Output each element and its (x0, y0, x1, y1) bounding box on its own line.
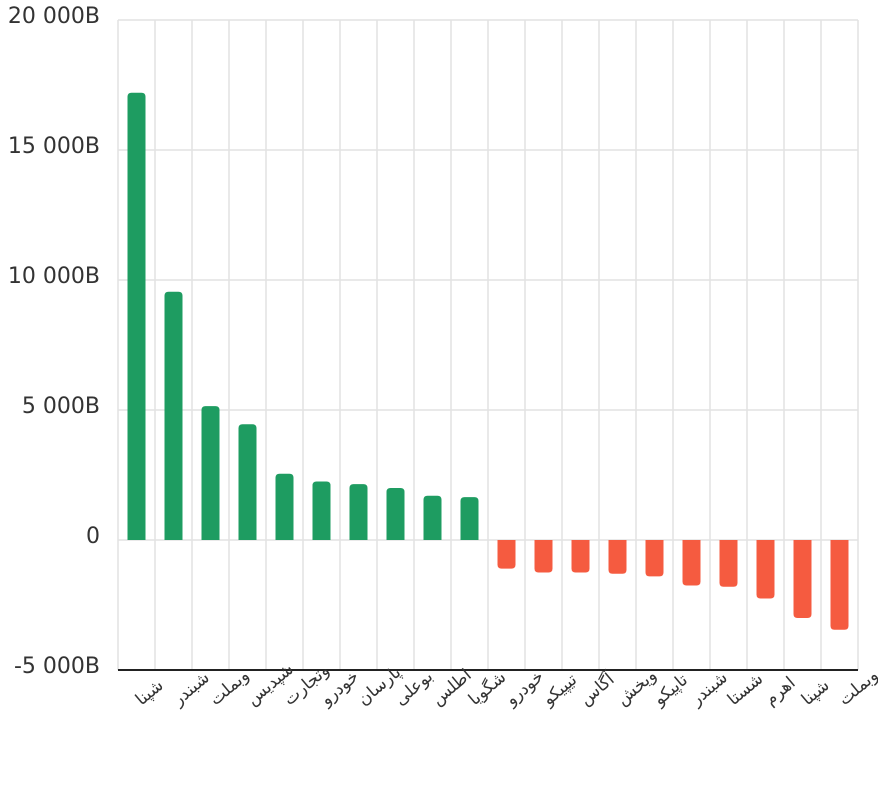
bar-8[interactable] (423, 495, 442, 540)
bar-9[interactable] (460, 497, 479, 540)
y-tick-label: 20 000B (8, 4, 100, 29)
x-tick-label: اطلس (428, 665, 476, 710)
bar-10[interactable] (497, 540, 516, 569)
x-tick-label: شپنا (132, 675, 168, 709)
y-tick-label: 5 000B (22, 394, 100, 419)
bar-12[interactable] (571, 540, 590, 573)
y-tick-label: 10 000B (8, 264, 100, 289)
x-tick-label: شگویا (464, 667, 510, 710)
bar-0[interactable] (127, 92, 146, 541)
bar-15[interactable] (682, 540, 701, 586)
bar-7[interactable] (386, 488, 405, 540)
bar-1[interactable] (164, 291, 183, 540)
bar-13[interactable] (608, 540, 627, 574)
x-tick-label: وبملت (835, 666, 878, 710)
y-tick-label: -5 000B (14, 654, 100, 679)
x-tick-label: تیپیکو (538, 670, 581, 711)
bar-4[interactable] (275, 473, 294, 540)
x-tick-label: آگاس (575, 667, 620, 710)
y-tick-labels: 20 000B 15 000B 10 000B 5 000B 0 -5 000B (8, 4, 100, 679)
bar-14[interactable] (645, 540, 664, 577)
x-tick-label: ویخش (613, 665, 661, 710)
x-tick-label: شبندر (686, 668, 732, 711)
bar-17[interactable] (756, 540, 775, 599)
x-tick-label: شستا (724, 669, 767, 710)
bars (127, 92, 849, 630)
bar-5[interactable] (312, 481, 331, 541)
x-tick-label: اهرم (761, 673, 800, 710)
bar-6[interactable] (349, 484, 368, 540)
x-tick-label: خودرو (501, 667, 548, 711)
bar-11[interactable] (534, 540, 553, 573)
bar-16[interactable] (719, 540, 738, 587)
bar-18[interactable] (793, 540, 812, 618)
bar-19[interactable] (830, 540, 849, 630)
y-tick-label: 0 (86, 524, 100, 549)
y-tick-label: 15 000B (8, 134, 100, 159)
bar-3[interactable] (238, 424, 257, 540)
x-tick-label: وبملت (206, 666, 253, 710)
gridlines (117, 19, 859, 670)
x-tick-labels: شپنا شبندروبملتشپدیسوتجارتخودروپارسانبوعل… (132, 659, 878, 710)
x-tick-label: شپنا (798, 675, 834, 709)
bar-2[interactable] (201, 406, 220, 540)
x-tick-label: شبندر (168, 668, 214, 711)
